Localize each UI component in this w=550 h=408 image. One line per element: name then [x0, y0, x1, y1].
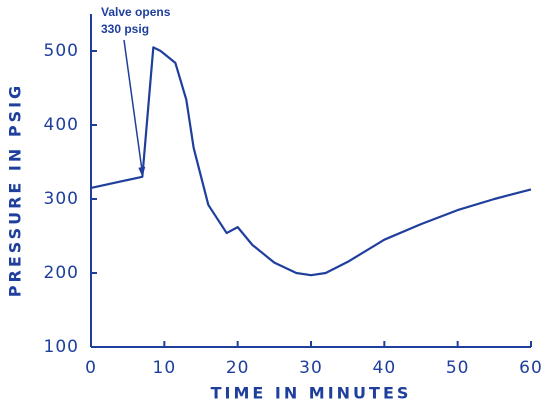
x-tick-label: 50: [446, 358, 470, 378]
x-tick-label: 40: [373, 358, 397, 378]
annotation-text: Valve opens: [101, 5, 171, 19]
y-tick-label: 300: [44, 189, 79, 209]
x-tick-label: 60: [519, 358, 543, 378]
x-tick-label: 10: [153, 358, 177, 378]
y-tick-label: 400: [44, 115, 79, 135]
y-tick-label: 200: [44, 263, 79, 283]
annotation-arrow: [123, 39, 144, 173]
y-tick-label: 500: [44, 41, 79, 61]
annotation-text: 330 psig: [101, 22, 149, 36]
x-tick-label: 0: [85, 358, 97, 378]
x-tick-label: 20: [226, 358, 250, 378]
x-axis-label: TIME IN MINUTES: [211, 384, 412, 403]
data-line: [90, 46, 532, 277]
x-tick-label: 30: [299, 358, 323, 378]
annotation-arrowhead: [138, 166, 146, 177]
y-tick-label: 100: [44, 337, 79, 357]
y-axis-label: PRESSURE IN PSIG: [6, 83, 25, 297]
